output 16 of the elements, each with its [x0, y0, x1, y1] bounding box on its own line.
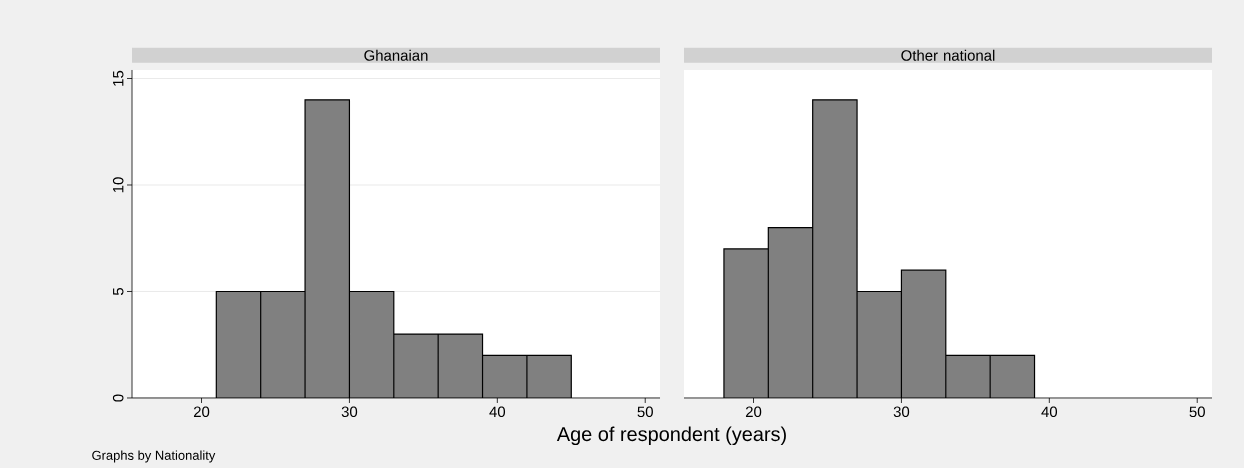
- chart-title: Ghanaian: [364, 49, 428, 61]
- x-tick-label: 20: [745, 406, 762, 418]
- y-tick-label: 0: [112, 394, 124, 402]
- x-tick-label: 50: [637, 406, 653, 418]
- text: Graphs by Nationality: [92, 450, 216, 463]
- x-axis-title: Age of respondent (years): [556, 426, 786, 446]
- chart-title: Other national: [901, 49, 995, 61]
- x-tick-label: 30: [893, 406, 910, 418]
- x-tick-label: 30: [341, 406, 358, 418]
- x-tick-label: 40: [1041, 406, 1058, 418]
- y-tick-label: 10: [112, 177, 124, 193]
- x-tick-label: 20: [193, 406, 210, 418]
- x-tick-label: 40: [489, 406, 506, 418]
- y-tick-label: 15: [113, 70, 124, 86]
- x-tick-label: 50: [1189, 406, 1205, 418]
- y-tick-label: 5: [113, 287, 124, 296]
